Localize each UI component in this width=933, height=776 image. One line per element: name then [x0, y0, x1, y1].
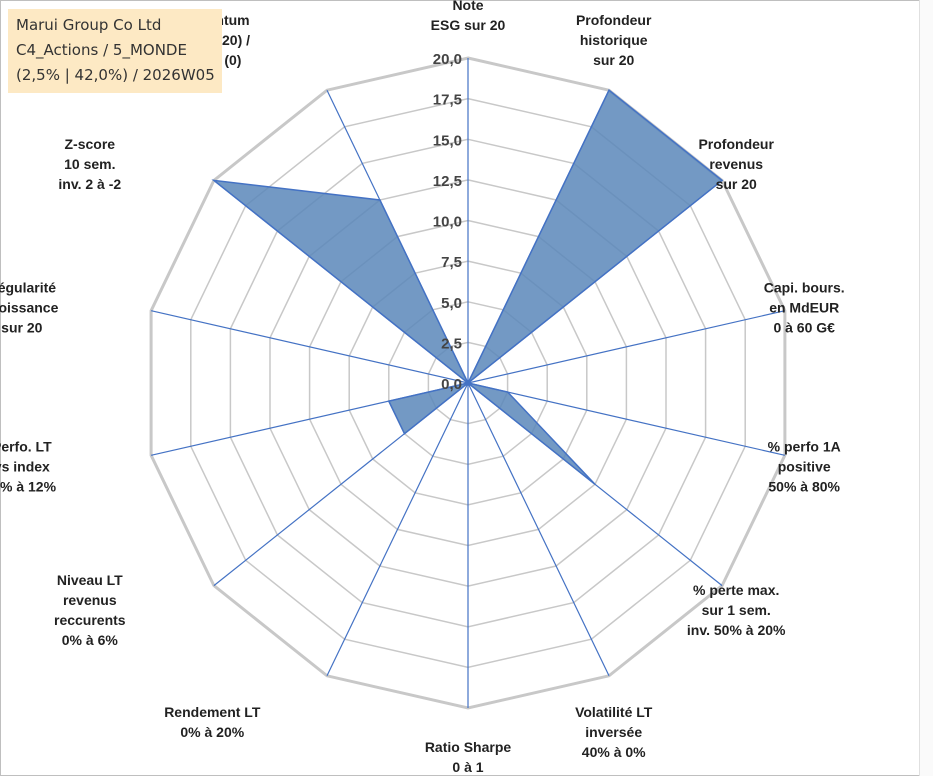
parameters-text: (2,5% | 42,0%) / 2026W05	[16, 66, 215, 84]
tick-label: 17,5	[433, 92, 462, 109]
axis-label: Capi. bours. en MdEUR 0 à 60 G€	[764, 279, 845, 335]
axis-spoke	[467, 310, 786, 384]
axis-spoke	[326, 382, 469, 677]
series-area	[211, 89, 724, 485]
axis-label: Rendement LT 0% à 20%	[164, 704, 261, 740]
info-box: Marui Group Co Ltd C4_Actions / 5_MONDE …	[8, 9, 222, 93]
axis-label: % perte max. sur 1 sem. inv. 50% à 20%	[687, 582, 786, 638]
axis-label: Volatilité LT inversée 40% à 0%	[575, 704, 653, 760]
axis-label: Profondeur revenus sur 20	[698, 136, 774, 192]
axis-label: Ratio Sharpe 0 à 1	[425, 739, 512, 775]
axis-label: Z-score 10 sem. inv. 2 à -2	[58, 136, 121, 192]
axis-label: Régularitécroissancesur 20	[0, 279, 59, 335]
vertical-scrollbar[interactable]	[919, 0, 933, 776]
company-name: Marui Group Co Ltd	[16, 16, 162, 34]
tick-label: 5,0	[441, 295, 462, 312]
radar-axis-labels: Note ESG sur 20 Profondeur historique sur 20…	[0, 0, 845, 775]
axis-label: Note ESG sur 20	[431, 0, 506, 33]
axis-spoke	[150, 310, 469, 384]
portfolio-name: C4_Actions / 5_MONDE	[16, 41, 187, 59]
tick-label: 2,5	[441, 335, 462, 352]
axis-label: Profondeur historique sur 20	[576, 12, 652, 68]
axis-label: % perfo 1A positive 50% à 80%	[768, 439, 841, 495]
tick-label: 0,0	[441, 376, 462, 393]
tick-label: 10,0	[433, 214, 462, 231]
tick-label: 7,5	[441, 254, 462, 271]
tick-label: 20,0	[433, 51, 462, 68]
tick-label: 12,5	[433, 173, 462, 190]
radar-tick-labels: 0,0 2,5 5,0 7,5 10,0 12,5 15,0 17,5 20,0	[433, 51, 462, 393]
axis-label: Perfo. LTvs index-8% à 12%	[0, 439, 57, 495]
axis-label: Niveau LT revenus reccurents 0% à 6%	[54, 572, 126, 648]
axis-spoke	[467, 382, 786, 456]
radar-series	[211, 89, 724, 485]
tick-label: 15,0	[433, 132, 462, 149]
axis-spoke	[467, 382, 610, 677]
